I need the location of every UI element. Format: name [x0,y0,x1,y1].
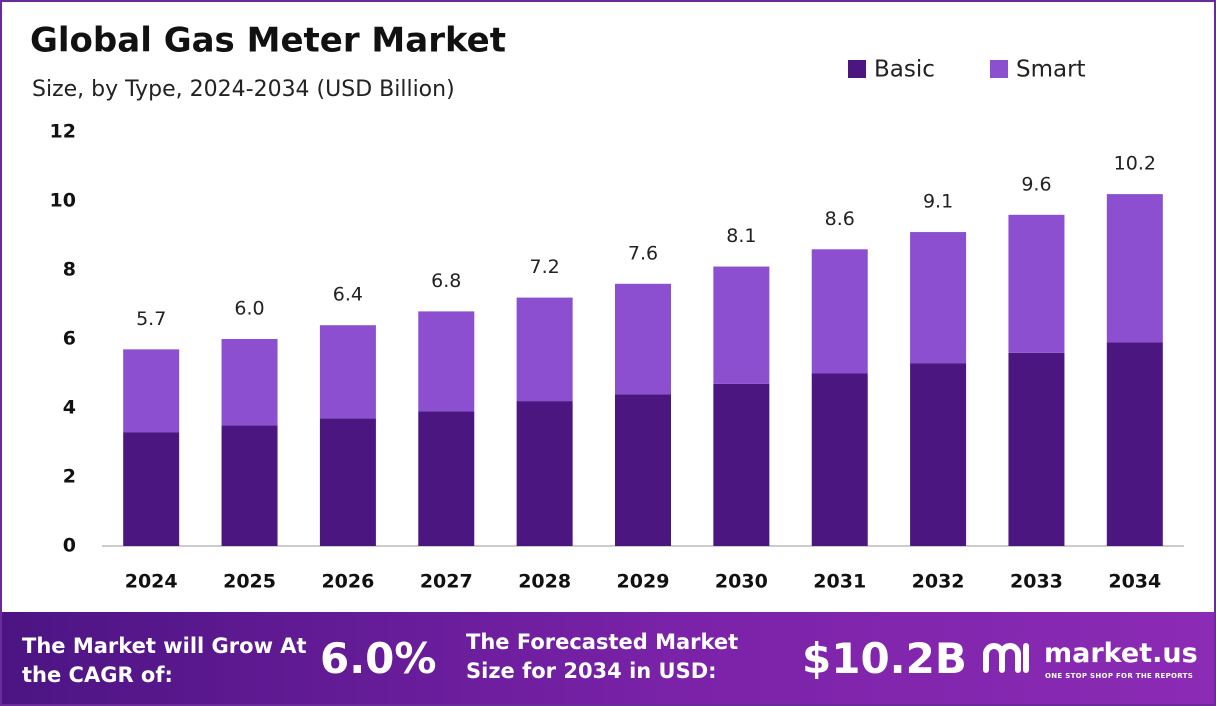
legend-swatch [848,60,866,78]
total-label: 9.6 [1021,173,1051,195]
total-label: 7.2 [530,256,560,278]
footer: The Market will Grow At the CAGR of: 6.0… [2,612,1214,704]
bar-segment [811,249,868,374]
y-tick-label: 12 [50,121,76,143]
bar-segment [418,411,475,546]
bar-segment [811,373,868,546]
x-tick-label: 2034 [1108,571,1161,593]
chart-subtitle: Size, by Type, 2024-2034 (USD Billion) [32,77,455,102]
bar-segment [1106,194,1163,343]
bar-segment [713,266,770,384]
bar-segment [615,283,671,395]
bar-segment [615,394,671,546]
total-label: 6.0 [234,298,264,320]
total-label: 5.7 [136,308,166,330]
legend-label: Smart [1016,57,1086,83]
total-label: 10.2 [1114,153,1156,175]
x-tick-label: 2028 [518,571,571,593]
bar-segment [418,311,475,412]
bar-segment [319,325,376,419]
legend-label: Basic [874,57,935,83]
total-label: 8.6 [825,208,855,230]
total-label: 6.8 [431,270,461,292]
cagr-value: 6.0% [320,634,437,683]
bar-segment [123,432,180,546]
total-label: 6.4 [333,284,363,306]
bar-segment [221,425,278,546]
logo-icon [983,643,1029,673]
bar-segment [319,418,376,546]
legend-swatch [990,60,1008,78]
bar-segment [1106,342,1163,546]
forecast-caption: The Forecasted Market Size for 2034 in U… [466,630,739,683]
y-tick-label: 6 [63,328,76,350]
cagr-caption: The Market will Grow At the CAGR of: [22,634,307,687]
y-tick-label: 4 [63,397,76,419]
y-tick-label: 10 [50,190,76,212]
bar-segment [1008,214,1065,353]
total-label: 9.1 [923,191,953,213]
bar-segment [910,232,967,364]
x-tick-label: 2033 [1010,571,1063,593]
forecast-value: $10.2B [802,634,967,683]
total-label: 7.6 [628,242,658,264]
bar-segment [123,349,180,433]
x-tick-label: 2026 [321,571,374,593]
bar-segment [221,339,278,426]
bar-segment [1008,352,1065,546]
x-tick-label: 2029 [617,571,670,593]
y-tick-label: 8 [63,259,76,281]
y-tick-label: 2 [63,466,76,488]
chart: Global Gas Meter Market Size, by Type, 2… [30,21,1184,593]
x-tick-label: 2027 [420,571,473,593]
logo-tagline: ONE STOP SHOP FOR THE REPORTS [1045,672,1194,680]
bar-segment [516,401,573,546]
bar-segment [910,363,967,546]
x-tick-label: 2024 [125,571,178,593]
chart-title: Global Gas Meter Market [30,21,506,61]
logo-text: market.us [1044,638,1198,669]
x-tick-label: 2031 [813,571,866,593]
total-label: 8.1 [726,225,756,247]
y-tick-label: 0 [63,535,76,557]
x-tick-label: 2032 [912,571,965,593]
x-tick-label: 2030 [715,571,768,593]
x-tick-label: 2025 [223,571,276,593]
bar-segment [516,297,573,402]
bar-segment [713,383,770,546]
